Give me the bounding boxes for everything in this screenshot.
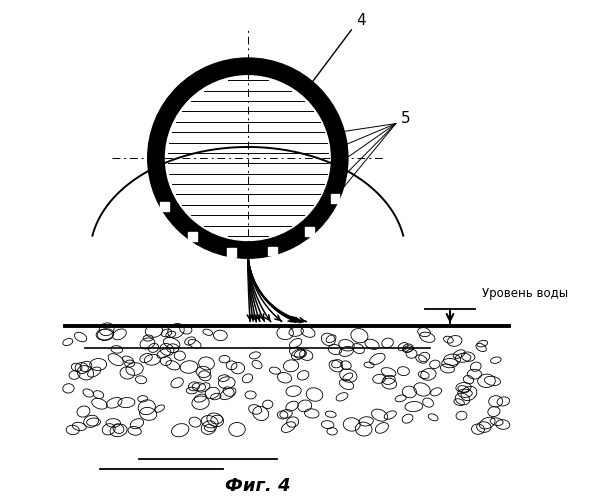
Text: Уровень воды: Уровень воды (482, 287, 568, 300)
Bar (330, 194, 340, 203)
Circle shape (148, 58, 348, 258)
Bar (188, 232, 197, 241)
Text: 4: 4 (357, 12, 366, 28)
Bar (268, 246, 277, 256)
Bar (305, 228, 314, 236)
Bar (160, 202, 169, 210)
Circle shape (165, 76, 330, 240)
Bar (227, 248, 236, 258)
Text: Фиг. 4: Фиг. 4 (225, 477, 290, 495)
Text: 5: 5 (401, 111, 410, 126)
